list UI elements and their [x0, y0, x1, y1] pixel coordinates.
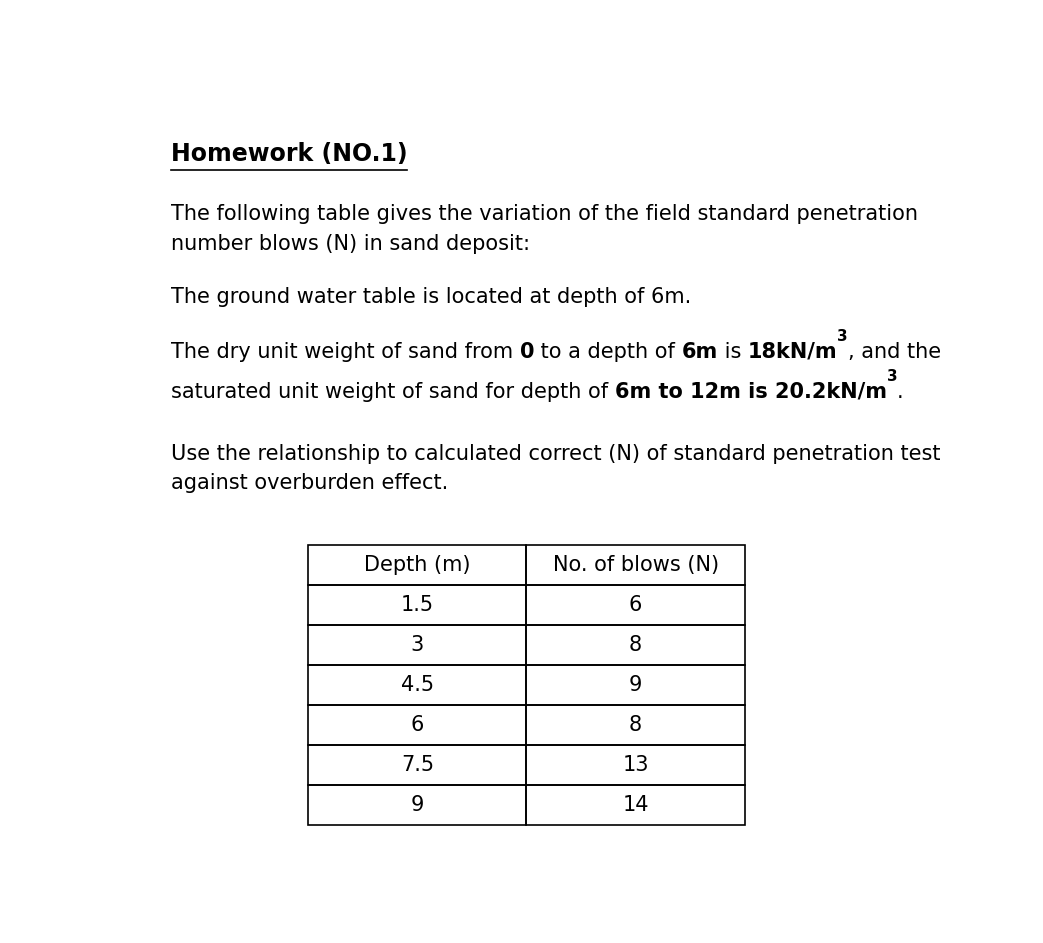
Bar — [527, 545, 745, 585]
Bar — [527, 665, 745, 705]
Bar — [527, 745, 745, 785]
Bar — [309, 705, 527, 745]
Bar — [527, 785, 745, 825]
Text: .: . — [897, 382, 904, 402]
Text: 6: 6 — [629, 595, 642, 615]
Text: 3: 3 — [411, 635, 423, 655]
Bar — [309, 665, 527, 705]
Text: 3: 3 — [838, 329, 848, 344]
Text: 6: 6 — [411, 715, 425, 735]
Text: No. of blows (N): No. of blows (N) — [553, 555, 719, 575]
Bar — [309, 585, 527, 625]
Text: 4.5: 4.5 — [401, 675, 434, 695]
Text: 8: 8 — [629, 715, 642, 735]
Text: 6m: 6m — [681, 342, 718, 362]
Text: is: is — [718, 342, 748, 362]
Text: saturated unit weight of sand for depth of: saturated unit weight of sand for depth … — [171, 382, 614, 402]
Text: 1.5: 1.5 — [401, 595, 434, 615]
Bar — [527, 625, 745, 665]
Bar — [527, 585, 745, 625]
Text: 14: 14 — [623, 795, 649, 815]
Bar — [309, 785, 527, 825]
Text: 18kN/m: 18kN/m — [748, 342, 838, 362]
Bar — [309, 545, 527, 585]
Text: 3: 3 — [887, 369, 897, 384]
Text: , and the: , and the — [848, 342, 941, 362]
Text: The ground water table is located at depth of 6m.: The ground water table is located at dep… — [171, 288, 692, 307]
Text: 8: 8 — [629, 635, 642, 655]
Text: 0: 0 — [519, 342, 534, 362]
Text: 6m to 12m is 20.2kN/m: 6m to 12m is 20.2kN/m — [614, 382, 887, 402]
Text: Homework (NO.1): Homework (NO.1) — [171, 142, 408, 166]
Text: The following table gives the variation of the field standard penetration
number: The following table gives the variation … — [171, 204, 918, 254]
Text: to a depth of: to a depth of — [534, 342, 681, 362]
Bar — [527, 705, 745, 745]
Bar — [309, 625, 527, 665]
Text: Depth (m): Depth (m) — [364, 555, 470, 575]
Text: 9: 9 — [629, 675, 642, 695]
Text: 9: 9 — [411, 795, 425, 815]
Text: 13: 13 — [623, 754, 649, 775]
Text: The dry unit weight of sand from: The dry unit weight of sand from — [171, 342, 519, 362]
Text: 7.5: 7.5 — [401, 754, 434, 775]
Text: Use the relationship to calculated correct (N) of standard penetration test
agai: Use the relationship to calculated corre… — [171, 443, 941, 493]
Bar — [309, 745, 527, 785]
